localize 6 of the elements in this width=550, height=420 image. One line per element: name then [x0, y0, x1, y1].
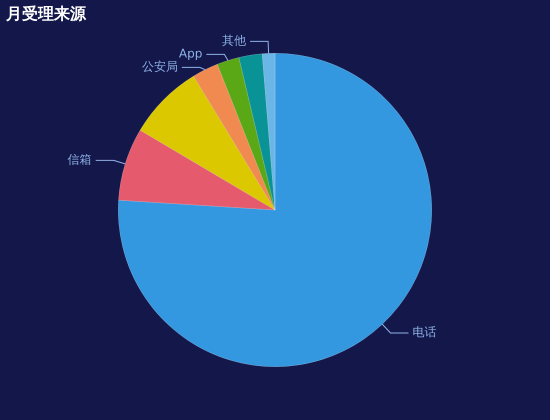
slice-label: 信箱: [68, 152, 92, 167]
slice-label: 公安局: [142, 60, 178, 74]
slice-label: 电话: [412, 325, 437, 340]
chart-title: 月受理来源: [6, 4, 86, 25]
slice-label: 其他: [222, 34, 246, 48]
slice-label: App: [178, 46, 202, 61]
